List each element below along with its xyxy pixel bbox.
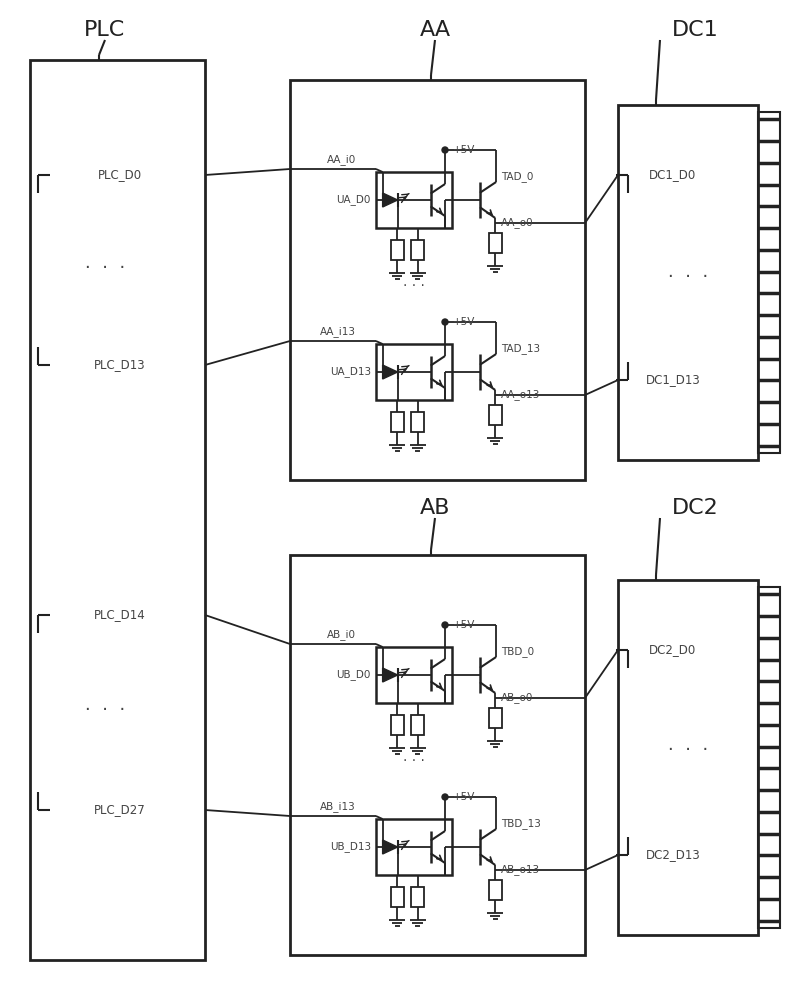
Text: UB_D0: UB_D0 bbox=[336, 670, 371, 680]
Text: ·  ·  ·: · · · bbox=[84, 701, 125, 719]
Text: PLC: PLC bbox=[84, 20, 126, 40]
Bar bbox=[391, 240, 403, 260]
Text: +5V: +5V bbox=[453, 145, 475, 155]
Text: AB_i0: AB_i0 bbox=[327, 630, 356, 640]
Bar bbox=[376, 344, 452, 400]
Text: AA_i13: AA_i13 bbox=[320, 327, 356, 337]
Circle shape bbox=[442, 622, 448, 628]
Bar bbox=[290, 555, 585, 955]
Text: DC1: DC1 bbox=[672, 20, 718, 40]
Text: TBD_13: TBD_13 bbox=[501, 819, 541, 829]
Bar bbox=[411, 412, 424, 432]
Bar bbox=[30, 60, 205, 960]
Text: ·  ·  ·: · · · bbox=[668, 268, 708, 286]
Text: AA_o13: AA_o13 bbox=[501, 390, 540, 400]
Text: UA_D0: UA_D0 bbox=[336, 195, 371, 205]
Text: TAD_13: TAD_13 bbox=[501, 344, 540, 354]
Bar bbox=[376, 819, 452, 875]
Text: +5V: +5V bbox=[453, 317, 475, 327]
Text: PLC_D14: PLC_D14 bbox=[94, 608, 146, 621]
Text: AB: AB bbox=[420, 498, 450, 518]
Bar bbox=[411, 715, 424, 735]
Text: AA: AA bbox=[419, 20, 450, 40]
Text: UA_D13: UA_D13 bbox=[330, 367, 371, 377]
Text: DC2_D0: DC2_D0 bbox=[650, 644, 697, 656]
Text: AA_o0: AA_o0 bbox=[501, 218, 534, 228]
Text: DC2: DC2 bbox=[672, 498, 718, 518]
Text: DC2_D13: DC2_D13 bbox=[646, 848, 701, 861]
Circle shape bbox=[442, 147, 448, 153]
Text: PLC_D27: PLC_D27 bbox=[94, 804, 146, 816]
Bar bbox=[290, 80, 585, 480]
Text: TBD_0: TBD_0 bbox=[501, 647, 534, 657]
Text: PLC_D13: PLC_D13 bbox=[94, 359, 146, 371]
Bar bbox=[376, 647, 452, 703]
Text: ·  ·  ·: · · · bbox=[668, 741, 708, 759]
Text: DC1_D0: DC1_D0 bbox=[650, 168, 697, 182]
Bar bbox=[411, 887, 424, 907]
Text: AB_i13: AB_i13 bbox=[320, 802, 356, 812]
Bar bbox=[758, 112, 780, 453]
Bar bbox=[489, 233, 501, 253]
Text: AB_o0: AB_o0 bbox=[501, 693, 533, 703]
Bar bbox=[391, 715, 403, 735]
Bar bbox=[411, 240, 424, 260]
Bar bbox=[489, 405, 501, 425]
Bar bbox=[376, 172, 452, 228]
Polygon shape bbox=[383, 193, 398, 207]
Bar bbox=[391, 887, 403, 907]
Text: · · ·: · · · bbox=[403, 279, 425, 293]
Text: +5V: +5V bbox=[453, 792, 475, 802]
Bar bbox=[489, 708, 501, 728]
Text: AB_o13: AB_o13 bbox=[501, 865, 540, 875]
Text: PLC_D0: PLC_D0 bbox=[98, 168, 142, 182]
Bar bbox=[489, 880, 501, 900]
Text: UB_D13: UB_D13 bbox=[330, 842, 371, 852]
Bar bbox=[618, 105, 758, 460]
Bar bbox=[391, 412, 403, 432]
Text: · · ·: · · · bbox=[403, 754, 425, 768]
Polygon shape bbox=[383, 840, 398, 854]
Circle shape bbox=[442, 319, 448, 325]
Text: TAD_0: TAD_0 bbox=[501, 172, 533, 182]
Bar bbox=[758, 587, 780, 928]
Circle shape bbox=[442, 794, 448, 800]
Polygon shape bbox=[383, 668, 398, 682]
Text: ·  ·  ·: · · · bbox=[84, 259, 125, 277]
Polygon shape bbox=[383, 365, 398, 379]
Text: DC1_D13: DC1_D13 bbox=[646, 373, 701, 386]
Bar bbox=[618, 580, 758, 935]
Text: +5V: +5V bbox=[453, 620, 475, 630]
Text: AA_i0: AA_i0 bbox=[327, 155, 356, 165]
